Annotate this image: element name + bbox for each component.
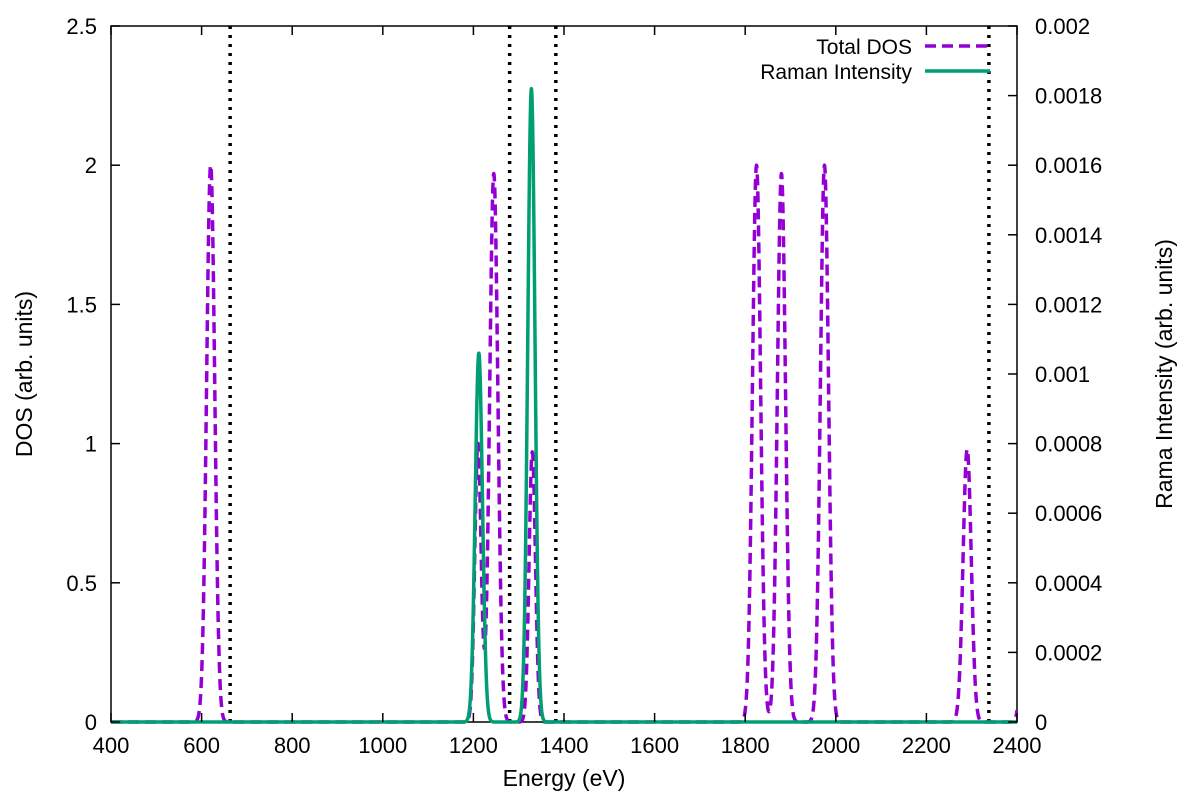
y2-tick-labels: 0 0.0002 0.0004 0.0006 0.0008 0.001 0.0012 0.00… — [1035, 14, 1102, 735]
y2-tick-label: 0.0006 — [1035, 501, 1102, 526]
x-tick-label: 400 — [93, 733, 130, 758]
y-axis-title: DOS (arb. units) — [11, 291, 37, 457]
x-tick-label: 1600 — [630, 733, 679, 758]
x-tick-label: 1000 — [358, 733, 407, 758]
y2-tick-label: 0.001 — [1035, 362, 1090, 387]
x-tick-label: 1200 — [449, 733, 498, 758]
y-tick-label: 0 — [85, 710, 97, 735]
legend-label-total-dos: Total DOS — [816, 36, 912, 59]
y2-tick-label: 0.0004 — [1035, 571, 1102, 596]
y-tick-label: 1 — [85, 432, 97, 457]
y2-axis-title: Rama Intensity (arb. units) — [1151, 239, 1177, 509]
y-tick-label: 2.5 — [66, 14, 97, 39]
x-tick-label: 800 — [274, 733, 311, 758]
series-line-total-dos — [111, 165, 1017, 722]
y2-tick-label: 0.0012 — [1035, 292, 1102, 317]
y2-tick-label: 0.0002 — [1035, 640, 1102, 665]
y2-tick-label: 0.0016 — [1035, 153, 1102, 178]
y-tick-label: 0.5 — [66, 571, 97, 596]
y2-tick-label: 0.0008 — [1035, 432, 1102, 457]
x-tick-label: 2200 — [902, 733, 951, 758]
legend-label-raman-intensity: Raman Intensity — [760, 61, 912, 84]
vertical-marker-lines — [230, 26, 989, 722]
x-tick-label: 1800 — [721, 733, 770, 758]
y-tick-label: 1.5 — [66, 292, 97, 317]
series-line-raman-intensity — [111, 89, 1017, 722]
x-tick-label: 2400 — [993, 733, 1042, 758]
y2-tick-label: 0.002 — [1035, 14, 1090, 39]
y2-tick-label: 0.0018 — [1035, 84, 1102, 109]
y-tick-label: 2 — [85, 153, 97, 178]
y-tick-labels: 0 0.5 1 1.5 2 2.5 — [66, 14, 97, 735]
x-tick-label: 2000 — [811, 733, 860, 758]
x-tick-label: 1400 — [540, 733, 589, 758]
x-tick-labels: 400 600 800 1000 1200 1400 1600 1800 2000 2200 240… — [93, 733, 1042, 758]
x-axis-title: Energy (eV) — [503, 765, 626, 791]
plot-frame — [111, 26, 1017, 722]
y2-tick-label: 0 — [1035, 710, 1047, 735]
y2-tick-label: 0.0014 — [1035, 223, 1102, 248]
axis-ticks — [111, 26, 1017, 722]
x-tick-label: 600 — [183, 733, 220, 758]
legend: Total DOS Raman Intensity — [760, 36, 990, 84]
series-layer — [111, 89, 1028, 722]
